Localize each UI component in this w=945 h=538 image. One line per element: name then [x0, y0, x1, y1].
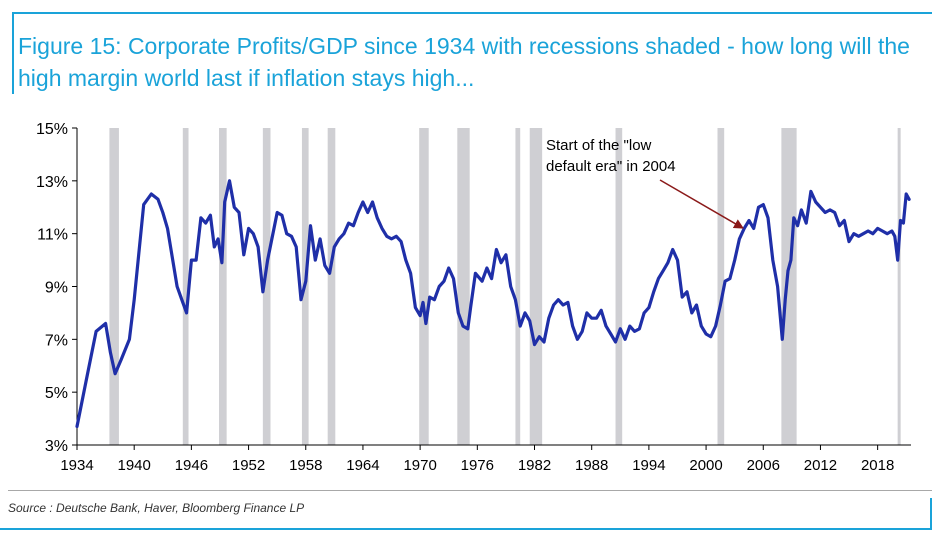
y-tick-label: 9% [45, 280, 68, 297]
x-tick-label: 1940 [118, 457, 151, 474]
series-line [75, 179, 911, 429]
x-tick-label: 1982 [518, 457, 551, 474]
x-tick-label: 2018 [861, 457, 894, 474]
x-tick-label: 2006 [747, 457, 780, 474]
recession-bar-3 [219, 128, 227, 445]
recession-bar-14 [897, 128, 901, 445]
y-tick-label: 11% [37, 227, 68, 244]
series-layer [75, 179, 911, 429]
recession-bar-11 [615, 128, 623, 445]
header-top-rule [12, 12, 932, 14]
x-tick-label: 1970 [403, 457, 436, 474]
x-tick-label: 1934 [60, 457, 93, 474]
y-tick-label: 3% [45, 438, 68, 455]
x-tick-label: 1952 [232, 457, 265, 474]
annotation-text-line-1: Start of the "low [546, 137, 652, 154]
axes: 3% 5% 7% 9% 11% 13% 15% 1934 1940 1946 1952 1958 196… [36, 121, 911, 474]
recession-bar-13 [781, 128, 797, 445]
source-separator [8, 490, 932, 491]
annotation: Start of the "low default era" in 2004 [546, 137, 744, 229]
recession-bar-2 [182, 128, 189, 445]
header-left-rule [12, 12, 14, 94]
x-tick-label: 1976 [461, 457, 494, 474]
y-tick-label: 15% [36, 121, 68, 138]
figure-title: Figure 15: Corporate Profits/GDP since 1… [18, 33, 910, 91]
y-tick-label: 13% [36, 174, 68, 191]
x-tick-label: 2000 [689, 457, 722, 474]
annotation-text-line-2: default era" in 2004 [546, 158, 676, 175]
recession-bar-8 [457, 128, 470, 445]
recession-bar-12 [717, 128, 725, 445]
recession-bar-10 [529, 128, 543, 445]
footer-right-rule [930, 498, 932, 530]
x-tick-label: 1988 [575, 457, 608, 474]
recession-shading [109, 128, 901, 445]
recession-bar-6 [327, 128, 336, 445]
x-tick-label: 1964 [346, 457, 379, 474]
recession-bar-1 [109, 128, 119, 445]
x-tick-label: 1994 [632, 457, 665, 474]
footer-bottom-rule [0, 528, 932, 530]
x-tick-label: 1958 [289, 457, 322, 474]
y-tick-label: 7% [45, 332, 68, 349]
recession-bar-7 [419, 128, 429, 445]
x-tick-label: 2012 [804, 457, 837, 474]
y-tick-label: 5% [45, 385, 68, 402]
recession-bar-4 [262, 128, 271, 445]
source-note: Source : Deutsche Bank, Haver, Bloomberg… [8, 501, 305, 515]
annotation-arrow [659, 179, 744, 229]
x-tick-label: 1946 [175, 457, 208, 474]
recession-bar-9 [515, 128, 521, 445]
